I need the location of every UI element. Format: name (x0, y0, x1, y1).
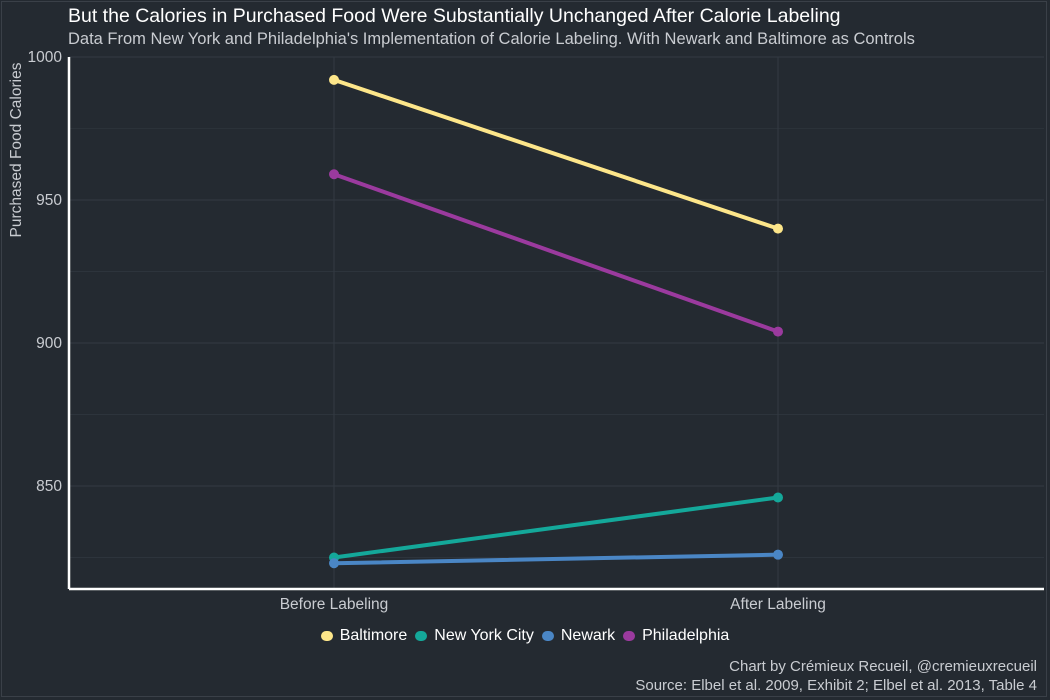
line-baltimore (332, 77, 780, 231)
gridlines (69, 56, 1044, 589)
series-philadelphia (329, 169, 783, 337)
y-tick-label: 950 (36, 192, 62, 209)
point-newark (773, 549, 783, 560)
y-tick-label: 850 (36, 478, 62, 495)
caption: Chart by Crémieux Recueil, @cremieuxrecu… (635, 657, 1037, 695)
x-tick-label: After Labeling (730, 596, 826, 613)
series-newark (329, 549, 783, 569)
legend-label: New York City (434, 627, 534, 644)
x-tick-label: Before Labeling (280, 596, 389, 613)
series-baltimore (329, 74, 783, 234)
point-newark (329, 558, 339, 569)
y-axis-label: Purchased Food Calories (8, 62, 25, 237)
legend-label: Newark (560, 627, 616, 644)
legend-item-baltimore: Baltimore (320, 627, 408, 645)
caption-source: Source: Elbel et al. 2009, Exhibit 2; El… (635, 677, 1037, 694)
y-axis-ticks: 850 900 950 1000 (28, 49, 63, 495)
point-baltimore (773, 223, 783, 234)
line-new-york-city (332, 495, 780, 560)
legend-item-newark: Newark (541, 627, 616, 645)
legend: Baltimore New York City Newark Philadelphia (0, 627, 1050, 645)
legend-label: Philadelphia (642, 627, 730, 644)
point-baltimore (329, 74, 339, 85)
legend-item-new-york-city: New York City (415, 627, 534, 645)
legend-label: Baltimore (339, 627, 408, 644)
x-axis-ticks: Before Labeling After Labeling (280, 596, 826, 613)
series-new-york-city (329, 492, 783, 563)
line-philadelphia (332, 172, 780, 334)
legend-swatch-icon (320, 631, 333, 641)
chart-subtitle: Data From New York and Philadelphia's Im… (68, 30, 915, 48)
point-philadelphia (773, 326, 783, 337)
y-tick-label: 1000 (28, 49, 63, 66)
legend-swatch-icon (541, 631, 554, 641)
point-new-york-city (773, 492, 783, 503)
chart-title: But the Calories in Purchased Food Were … (68, 5, 841, 27)
legend-swatch-icon (623, 631, 636, 641)
caption-credit: Chart by Crémieux Recueil, @cremieuxrecu… (729, 658, 1037, 675)
series-group (329, 74, 783, 569)
legend-swatch-icon (415, 631, 428, 641)
line-newark (332, 552, 780, 566)
legend-item-philadelphia: Philadelphia (623, 627, 729, 645)
y-tick-label: 900 (36, 335, 62, 352)
point-philadelphia (329, 169, 339, 180)
